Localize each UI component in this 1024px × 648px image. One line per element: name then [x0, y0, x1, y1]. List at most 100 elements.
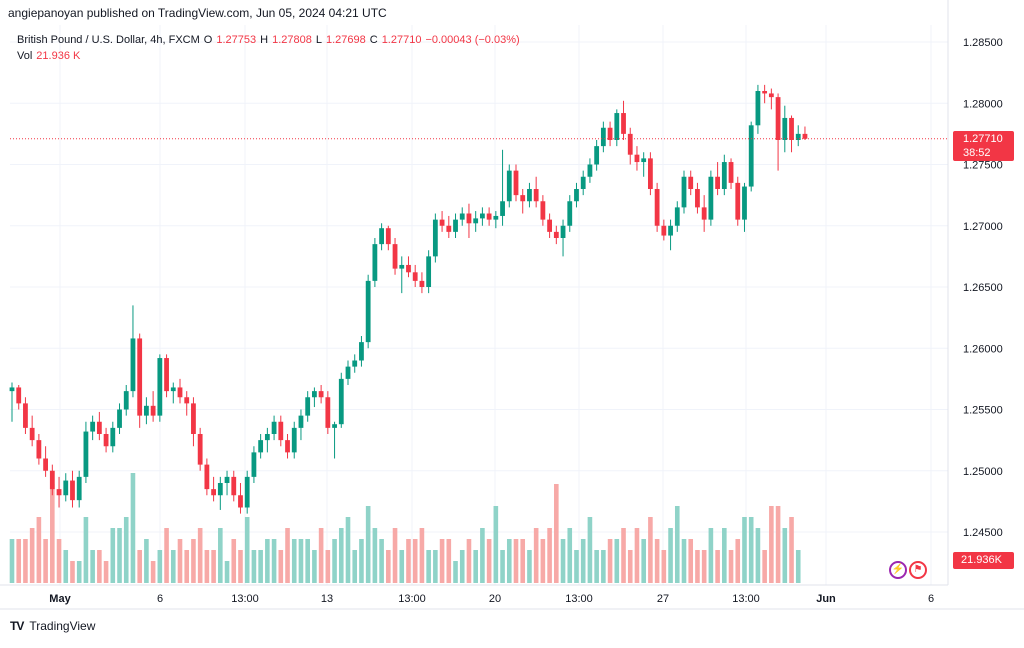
x-tick-label: 13:00 — [732, 593, 760, 605]
candle-body — [768, 93, 774, 98]
volume-bar — [36, 517, 42, 583]
volume-bar — [439, 539, 445, 583]
candle-body — [43, 458, 48, 471]
candle-body — [567, 201, 573, 226]
candle-body — [184, 397, 190, 404]
last-price-tag: 1.27710 38:52 — [953, 130, 1014, 161]
volume-bar — [580, 539, 586, 583]
volume-bar — [305, 539, 310, 583]
volume-bar — [244, 517, 250, 583]
volume-label: Vol — [17, 50, 33, 62]
volume-bar — [291, 539, 297, 583]
candle-body — [150, 405, 156, 416]
candle-body — [560, 225, 566, 238]
volume-bar — [446, 539, 452, 583]
volume-bar — [728, 550, 734, 583]
candle-body — [372, 244, 378, 281]
volume-bar — [278, 550, 284, 583]
volume-bar — [493, 506, 499, 583]
x-tick-label: 27 — [657, 593, 669, 605]
candle-body — [325, 397, 331, 428]
candle-body — [412, 272, 418, 281]
volume-bar — [90, 550, 95, 583]
volume-bar — [668, 528, 673, 583]
candle-body — [486, 213, 492, 220]
candle-body — [594, 146, 600, 165]
candle-body — [695, 189, 700, 208]
candle-body — [574, 189, 579, 202]
volume-bar — [16, 539, 22, 583]
candle-body — [459, 213, 465, 220]
lightning-icon[interactable]: ⚡ — [889, 561, 907, 579]
x-tick-label: 6 — [928, 593, 934, 605]
footer-brand[interactable]: TV TradingView — [10, 619, 95, 633]
last-price-value: 1.27710 — [963, 132, 1003, 145]
candle-body — [83, 431, 89, 477]
candle-body — [117, 409, 122, 428]
volume-bar — [648, 517, 653, 583]
volume-bar — [70, 561, 75, 583]
volume-bar — [540, 539, 546, 583]
candle-body — [359, 342, 364, 361]
volume-bar — [695, 550, 700, 583]
candle-body — [217, 483, 223, 496]
symbol-title[interactable]: British Pound / U.S. Dollar, 4h, FXCM — [17, 34, 200, 46]
candle-body — [789, 117, 794, 140]
candle-body — [419, 280, 425, 287]
low-value: 1.27698 — [325, 34, 366, 46]
volume-bar — [144, 539, 149, 583]
brand-name: TradingView — [29, 619, 96, 633]
candle-body — [775, 97, 781, 140]
volume-bar — [748, 517, 754, 583]
candle-body — [305, 397, 311, 416]
candle-body — [338, 378, 344, 425]
y-tick-label: 1.26000 — [963, 343, 1003, 355]
candle-body — [244, 476, 250, 508]
candle-body — [399, 264, 405, 269]
axis-layer: 1.28500 1.28000 1.27500 1.27000 1.26500 1.260… — [0, 0, 1024, 610]
candle-body — [782, 117, 788, 140]
y-tick-label: 1.24500 — [963, 527, 1003, 539]
candle-body — [748, 125, 754, 187]
candle-body — [795, 133, 801, 140]
volume-bar — [130, 473, 136, 583]
volume-bar — [76, 561, 82, 583]
volume-bar — [318, 528, 324, 583]
candle-body — [385, 228, 391, 245]
volume-bar — [547, 528, 552, 583]
volume-bar — [184, 550, 190, 583]
us-flag-icon[interactable]: ⚑ — [909, 561, 927, 579]
candle-body — [493, 215, 499, 220]
volume-bar — [177, 539, 183, 583]
volume-bar — [688, 539, 694, 583]
candle-body — [70, 480, 75, 501]
candle-body — [641, 158, 647, 163]
volume-bar — [406, 539, 411, 583]
volume-bar — [607, 539, 613, 583]
candle-body — [56, 489, 62, 496]
low-label: L — [315, 34, 322, 46]
candle-body — [271, 421, 277, 434]
volume-bar — [614, 539, 620, 583]
candle-body — [23, 403, 28, 428]
candle-body — [312, 391, 317, 398]
candle-body — [36, 440, 42, 459]
volume-bar — [345, 517, 351, 583]
candle-body — [432, 219, 438, 257]
volume-bar — [459, 550, 465, 583]
volume-bar — [601, 550, 606, 583]
candle-body — [426, 256, 432, 287]
y-tick-label: 1.28500 — [963, 37, 1003, 49]
volume-bar — [365, 506, 371, 583]
x-tick-label: 13:00 — [231, 593, 259, 605]
volume-bar — [722, 528, 727, 583]
candle-body — [600, 127, 606, 147]
volume-bar — [238, 550, 243, 583]
x-tick-label: 13 — [321, 593, 333, 605]
candle-body — [513, 170, 519, 196]
candle-body — [197, 434, 203, 465]
volume-bar — [218, 528, 223, 583]
candle-body — [553, 231, 559, 238]
candle-body — [580, 176, 586, 189]
